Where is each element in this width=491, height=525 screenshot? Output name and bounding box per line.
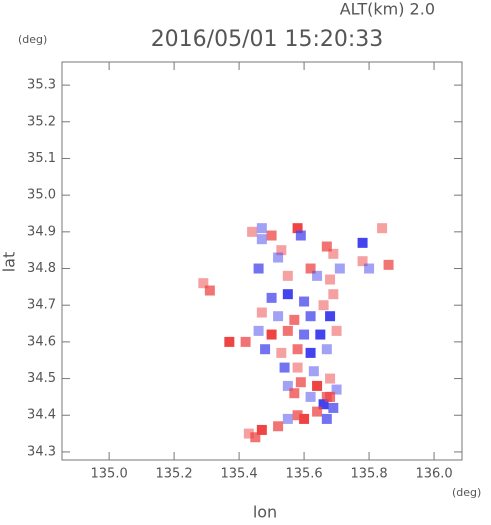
data-cell [273, 421, 284, 432]
data-cell [240, 336, 251, 347]
x-tick-label: 135.2 [155, 467, 192, 482]
y-tick-label: 34.5 [27, 371, 56, 386]
x-unit: (deg) [452, 486, 481, 499]
data-cell [305, 347, 316, 358]
data-cell [292, 362, 303, 373]
data-cell [289, 388, 300, 399]
data-cell [321, 413, 332, 424]
data-cell [357, 256, 368, 267]
x-tick-label: 135.6 [285, 467, 322, 482]
data-cell [266, 329, 277, 340]
data-cell [279, 362, 290, 373]
data-cell [198, 278, 209, 289]
data-cell [256, 424, 267, 435]
data-cell [256, 307, 267, 318]
data-cell [377, 223, 388, 234]
y-tick-label: 34.8 [27, 261, 56, 276]
data-cell [328, 248, 339, 259]
y-tick-label: 34.4 [27, 408, 56, 423]
x-axis-label: lon [253, 503, 277, 522]
data-cell [328, 402, 339, 413]
data-cell [312, 270, 323, 281]
data-cell [247, 226, 258, 237]
data-cell [331, 384, 342, 395]
data-cell [299, 296, 310, 307]
data-cell [243, 428, 254, 439]
data-cell [292, 223, 303, 234]
plot-frame [61, 61, 463, 461]
data-cell [325, 391, 336, 402]
data-cell [325, 311, 336, 322]
data-cell [266, 292, 277, 303]
data-cell [312, 380, 323, 391]
data-cell [295, 377, 306, 388]
data-cell [305, 391, 316, 402]
data-cell [282, 270, 293, 281]
data-cell [305, 311, 316, 322]
data-cell [383, 259, 394, 270]
data-cell [292, 344, 303, 355]
x-tick-label: 135.0 [91, 467, 128, 482]
y-tick-label: 34.3 [27, 444, 56, 459]
data-cell [325, 373, 336, 384]
data-cell [299, 329, 310, 340]
data-cell [328, 289, 339, 300]
data-cell [312, 406, 323, 417]
data-cell [204, 285, 215, 296]
data-cell [273, 311, 284, 322]
data-cell [321, 344, 332, 355]
data-cell [325, 274, 336, 285]
data-cell [260, 344, 271, 355]
data-cell [256, 234, 267, 245]
y-axis-label: lat [0, 252, 19, 273]
data-cell [224, 336, 235, 347]
data-cell [266, 230, 277, 241]
data-cell [315, 329, 326, 340]
y-tick-label: 35.3 [27, 78, 56, 93]
y-unit: (deg) [18, 33, 47, 46]
data-cell [299, 413, 310, 424]
y-tick-label: 35.2 [27, 114, 56, 129]
x-tick-label: 135.8 [350, 467, 387, 482]
data-cell [276, 245, 287, 256]
data-cell [250, 432, 261, 443]
data-cell [273, 252, 284, 263]
y-tick-label: 35.0 [27, 188, 56, 203]
data-cell [292, 410, 303, 421]
data-cell [256, 223, 267, 234]
data-cell [282, 325, 293, 336]
data-cell [282, 380, 293, 391]
data-cell [331, 325, 342, 336]
data-cell [282, 289, 293, 300]
data-cell [282, 413, 293, 424]
data-cell [321, 241, 332, 252]
y-tick-label: 34.7 [27, 298, 56, 313]
data-cell [318, 399, 329, 410]
annotation: ALT(km) 2.0 [340, 0, 435, 19]
data-cell [364, 263, 375, 274]
data-cell [276, 347, 287, 358]
y-tick-label: 35.1 [27, 151, 56, 166]
x-tick-label: 136.0 [415, 467, 452, 482]
data-cell [334, 263, 345, 274]
data-cell [318, 300, 329, 311]
data-cell [357, 237, 368, 248]
data-cell [308, 366, 319, 377]
data-cell [305, 263, 316, 274]
data-cell [289, 314, 300, 325]
data-cell [253, 325, 264, 336]
data-cell [295, 230, 306, 241]
y-tick-label: 34.9 [27, 224, 56, 239]
data-cell [253, 263, 264, 274]
x-tick-label: 135.4 [220, 467, 257, 482]
y-tick-label: 34.6 [27, 334, 56, 349]
chart-title: 2016/05/01 15:20:33 [151, 27, 384, 52]
